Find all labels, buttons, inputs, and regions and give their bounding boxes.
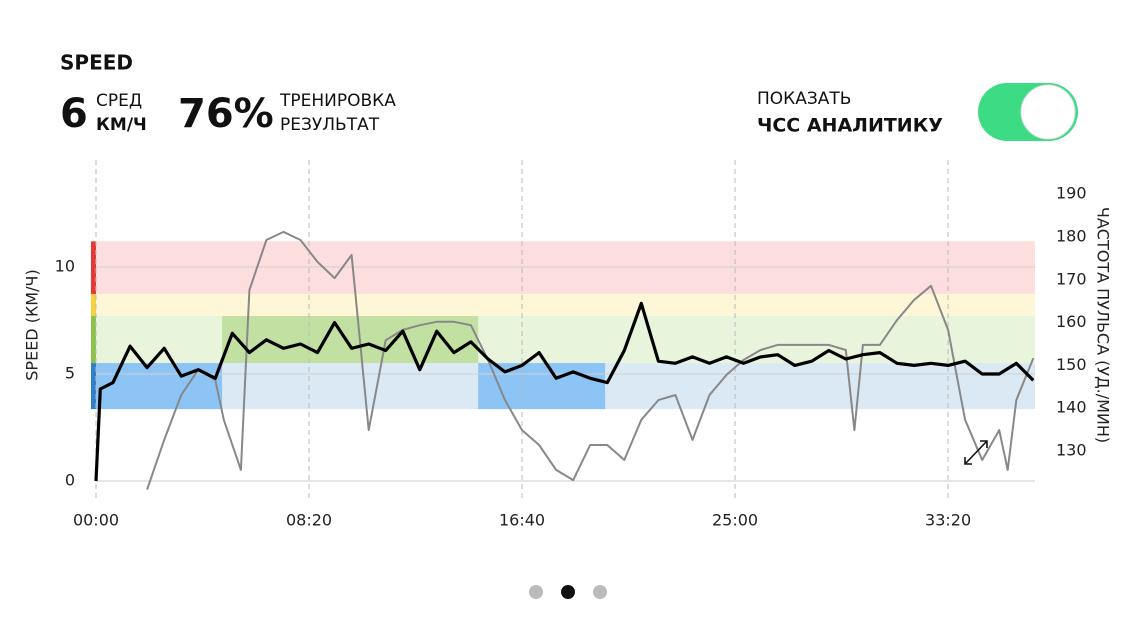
- score-label: ТРЕНИРОВКА: [279, 91, 396, 111]
- expand-arrow[interactable]: [964, 457, 972, 465]
- zone-strip: [91, 293, 96, 317]
- plot: 0 5 10 130 140 150 160 170 180 190 00:00 08:20 16:40…: [23, 160, 1113, 530]
- hr-toggle[interactable]: [978, 83, 1078, 141]
- y2-tick-label: 160: [1056, 312, 1087, 331]
- toggle-label: ЧСС АНАЛИТИКУ: [757, 115, 943, 137]
- y-tick-label: 0: [65, 471, 75, 490]
- x-tick-label: 33:20: [925, 511, 971, 530]
- y2-tick-label: 180: [1056, 227, 1087, 246]
- zone-highlight: [96, 363, 223, 410]
- y-tick-label: 5: [65, 364, 75, 383]
- metric-title: SPEED: [60, 51, 133, 75]
- x-tick-label: 16:40: [499, 511, 545, 530]
- y2-axis-label: ЧАСТОТА ПУЛЬСА (УД./МИН): [1094, 207, 1113, 443]
- score-value: 76%: [178, 91, 274, 137]
- page-dot[interactable]: [529, 585, 543, 599]
- page-dot-active[interactable]: [561, 585, 575, 599]
- y2-tick-label: 150: [1056, 355, 1087, 374]
- expand-arrow[interactable]: [980, 440, 988, 448]
- x-tick-label: 00:00: [73, 511, 119, 530]
- page-dot[interactable]: [593, 585, 607, 599]
- zone-band: [96, 293, 1035, 317]
- y2-tick-label: 130: [1056, 441, 1087, 460]
- zone-highlight: [478, 363, 606, 410]
- y2-tick-label: 190: [1056, 184, 1087, 203]
- zone-strip: [91, 363, 96, 410]
- zone-strip: [91, 316, 96, 364]
- y2-tick-label: 140: [1056, 398, 1087, 417]
- speed-line: [94, 301, 1035, 482]
- score-label: РЕЗУЛЬТАТ: [280, 115, 380, 135]
- zone-highlight: [222, 316, 479, 364]
- expand-line[interactable]: [964, 440, 988, 465]
- zone-band: [96, 241, 1035, 294]
- y2-tick-label: 170: [1056, 269, 1087, 288]
- y-axis-label: SPEED (КМ/Ч): [23, 269, 42, 380]
- expand-icon[interactable]: [964, 440, 988, 465]
- zone-strip: [91, 241, 96, 294]
- avg-value: 6: [60, 91, 88, 137]
- y-tick-label: 10: [55, 257, 75, 276]
- toggle-knob[interactable]: [1020, 84, 1076, 140]
- avg-unit: КМ/Ч: [96, 115, 147, 135]
- avg-label: СРЕД: [96, 91, 142, 111]
- heart-rate-line: [146, 230, 1035, 490]
- toggle-label: ПОКАЗАТЬ: [757, 89, 851, 109]
- x-tick-label: 08:20: [286, 511, 332, 530]
- x-tick-label: 25:00: [712, 511, 758, 530]
